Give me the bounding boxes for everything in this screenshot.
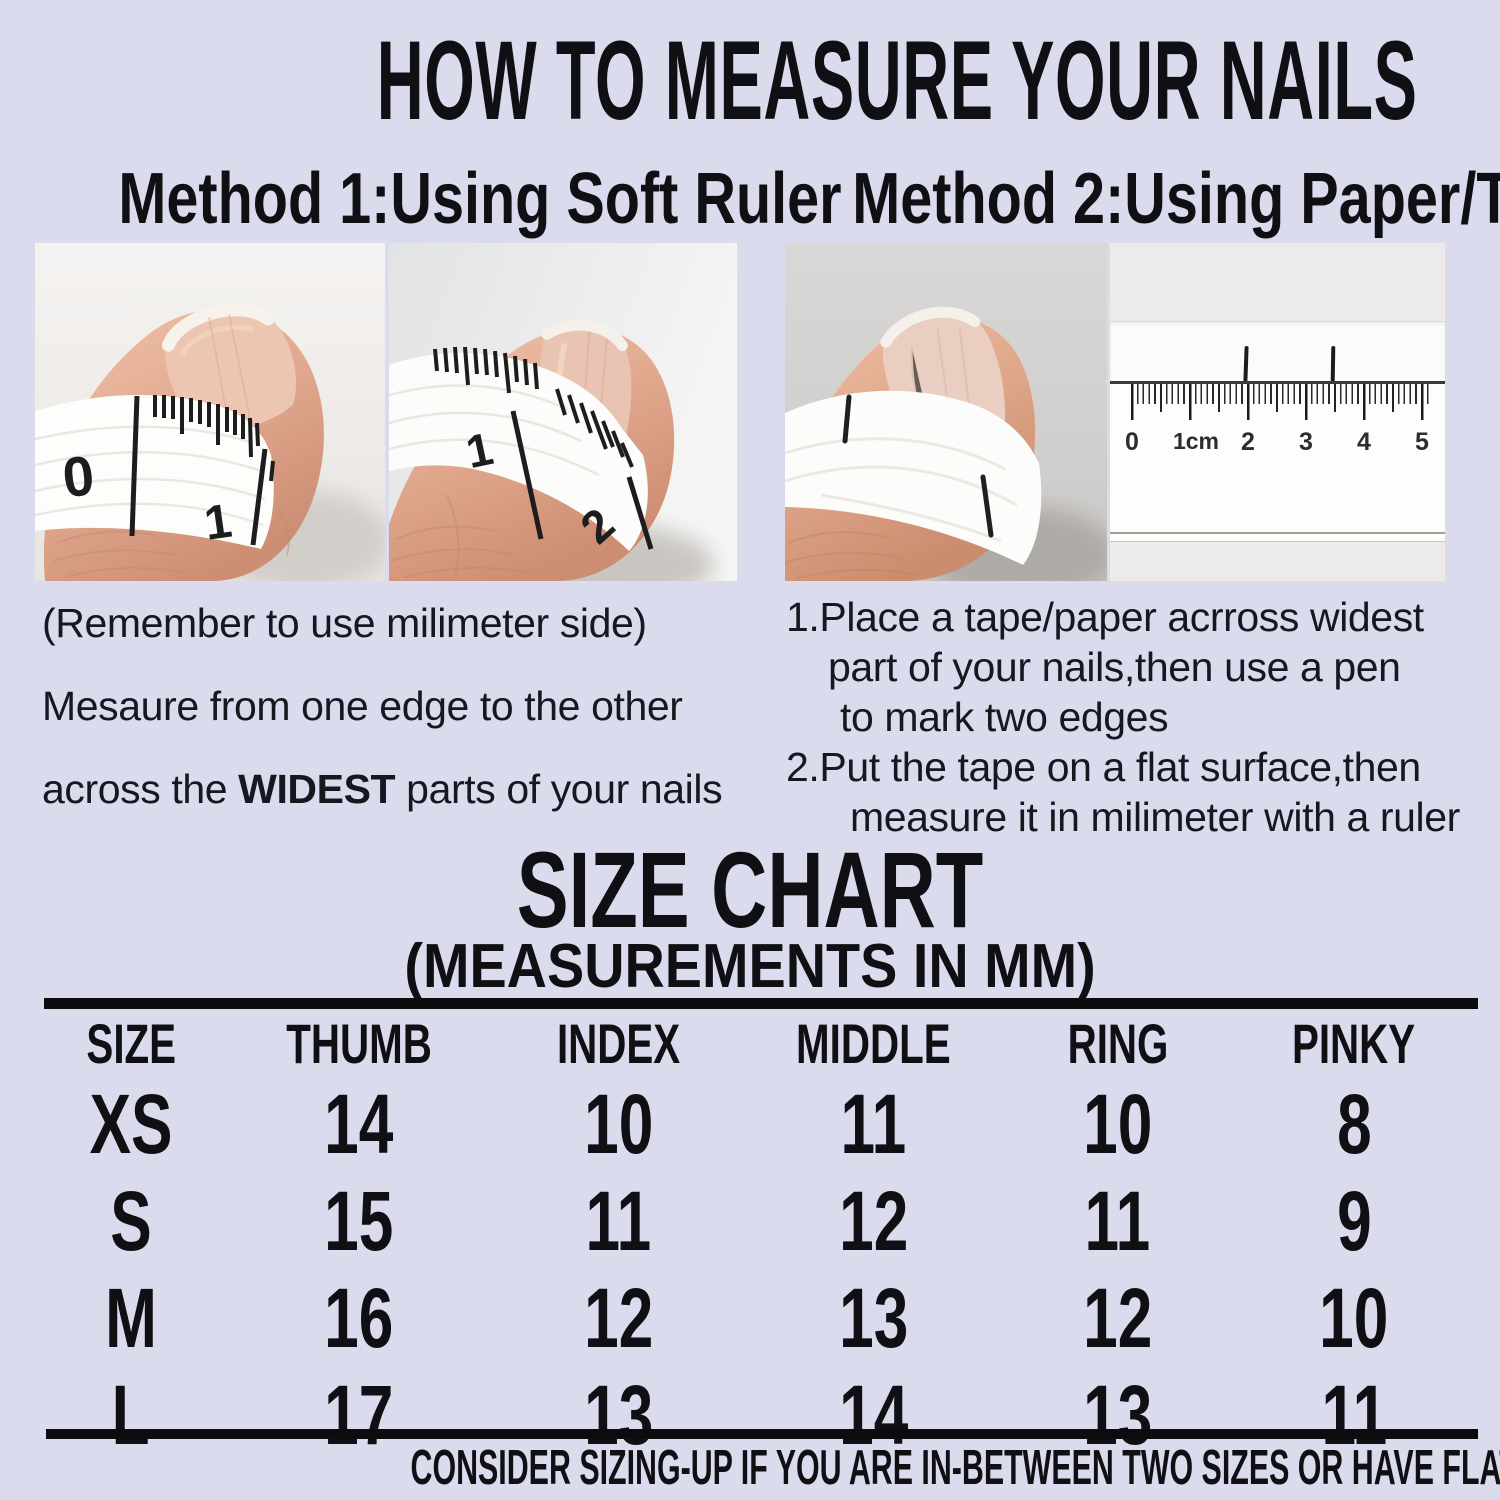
paper-strip-illustration (785, 243, 1107, 581)
method1-heading-text: Method 1:Using Soft Ruler (118, 159, 842, 239)
note-line3-widest: WIDEST (238, 766, 396, 813)
col-header-ring: RING (1067, 1012, 1169, 1075)
table-header-row: SIZE THUMB INDEX MIDDLE RING PINKY (30, 1011, 1470, 1076)
method2-heading-text: Method 2:Using Paper/Tape (852, 159, 1500, 239)
value-thumb: 17 (324, 1368, 394, 1462)
method2-step1-line3: to mark two edges (840, 694, 1169, 741)
col-header-thumb: THUMB (286, 1012, 432, 1075)
photo-soft-ruler-thumb-2: 1 2 (389, 243, 737, 581)
size-label: S (110, 1174, 152, 1268)
value-thumb: 15 (324, 1174, 394, 1268)
tape-number-0: 0 (60, 443, 98, 509)
size-chart-title: SIZE CHART (0, 836, 1500, 944)
sizing-footnote: CONSIDER SIZING-UP IF YOU ARE IN-BETWEEN… (0, 1444, 1500, 1493)
table-row-xs: XS 14 10 11 10 8 (30, 1076, 1470, 1173)
method2-step1-line1: 1.Place a tape/paper acrross widest (786, 594, 1424, 640)
method1-notes: (Remember to use milimeter side) Mesaure… (42, 600, 766, 849)
photo-soft-ruler-thumb-1: 0 1 (35, 243, 385, 581)
col-header-middle: MIDDLE (796, 1012, 952, 1075)
value-pinky: 8 (1336, 1077, 1372, 1171)
value-ring: 10 (1083, 1077, 1153, 1171)
value-ring: 13 (1083, 1368, 1153, 1462)
note-line3-prefix: across the (42, 766, 239, 813)
method1-heading: Method 1:Using Soft Ruler (28, 156, 841, 242)
value-index: 10 (583, 1077, 653, 1171)
size-label: M (104, 1271, 157, 1365)
size-chart-subtitle: (MEASUREMENTS IN MM) (0, 934, 1500, 999)
value-middle: 11 (840, 1077, 907, 1171)
table-row-s: S 15 11 12 11 9 (30, 1173, 1470, 1270)
method1-note-line3: across the WIDEST parts of your nails (42, 766, 766, 813)
page-title: HOW TO MEASURE YOUR NAILS (0, 14, 1500, 148)
photo-ruler-measurement: 0 1cm 2 3 4 5 (1110, 243, 1445, 581)
ruler-cm-ticks (1131, 384, 1431, 420)
page-title-text: HOW TO MEASURE YOUR NAILS (376, 18, 1418, 143)
value-index: 13 (583, 1368, 653, 1462)
col-header-index: INDEX (556, 1012, 680, 1075)
ruler-label-4: 4 (1357, 428, 1371, 456)
table-row-m: M 16 12 13 12 10 (30, 1270, 1470, 1367)
value-pinky: 10 (1319, 1271, 1389, 1365)
value-middle: 14 (839, 1368, 909, 1462)
value-middle: 13 (839, 1271, 909, 1365)
ruler-label-3: 3 (1299, 428, 1313, 456)
tape-ticks (129, 395, 275, 546)
note-line3-suffix: parts of your nails (395, 766, 723, 813)
value-index: 11 (585, 1174, 652, 1268)
size-chart-table: SIZE THUMB INDEX MIDDLE RING PINKY XS 14… (30, 1011, 1470, 1464)
method2-step1-line2: part of your nails,then use a pen (828, 644, 1401, 691)
pen-mark (980, 474, 994, 538)
ruler-label-1cm: 1cm (1172, 428, 1220, 454)
ruler-label-0: 0 (1125, 428, 1139, 456)
ruler-label-2: 2 (1241, 428, 1255, 456)
method1-note-line2: Mesaure from one edge to the other (42, 683, 683, 730)
ruler: 0 1cm 2 3 4 5 (1110, 381, 1445, 542)
method2-heading: Method 2:Using Paper/Tape (758, 156, 1500, 242)
thumb-nail (161, 303, 296, 430)
measuring-tape: 1 2 (389, 346, 654, 554)
pen-mark (842, 394, 852, 444)
table-row-l: L 17 13 14 13 11 (30, 1367, 1470, 1464)
paper-strip (785, 390, 1042, 565)
method2-step2-line1: 2.Put the tape on a flat surface,then (786, 744, 1421, 791)
measuring-tape: 0 1 (35, 394, 275, 551)
size-label: XS (89, 1077, 173, 1171)
value-pinky: 11 (1321, 1368, 1387, 1462)
pen-mark (1330, 345, 1336, 383)
value-index: 12 (583, 1271, 653, 1365)
size-label: L (111, 1368, 150, 1462)
size-chart-title-text: SIZE CHART (516, 829, 984, 950)
method1-note-line1: (Remember to use milimeter side) (42, 600, 647, 646)
sizing-footnote-text: CONSIDER SIZING-UP IF YOU ARE IN-BETWEEN… (410, 1441, 1500, 1495)
ruler-label-5: 5 (1415, 428, 1429, 456)
size-chart-subtitle-text: (MEASUREMENTS IN MM) (404, 932, 1096, 1001)
soft-ruler-illustration-1: 0 1 (35, 243, 385, 581)
soft-ruler-illustration-2: 1 2 (389, 243, 737, 581)
value-ring: 11 (1085, 1174, 1151, 1268)
col-header-size: SIZE (85, 1012, 176, 1075)
col-header-pinky: PINKY (1292, 1012, 1416, 1075)
table-bottom-rule (46, 1429, 1478, 1439)
pen-mark (1243, 345, 1249, 383)
value-middle: 12 (839, 1174, 909, 1268)
table-top-rule (44, 998, 1478, 1009)
method2-step2-line2: measure it in milimeter with a ruler (850, 794, 1460, 841)
paper-tape-strip (1110, 321, 1445, 383)
photo-paper-strip-thumb (785, 243, 1107, 581)
tape-ticks (433, 346, 654, 550)
ruler-bottom-edge (1110, 532, 1445, 534)
value-thumb: 16 (324, 1271, 394, 1365)
value-ring: 12 (1083, 1271, 1153, 1365)
value-pinky: 9 (1336, 1174, 1372, 1268)
method2-steps: 1.Place a tape/paper acrross widest part… (786, 592, 1492, 842)
value-thumb: 14 (324, 1077, 394, 1171)
